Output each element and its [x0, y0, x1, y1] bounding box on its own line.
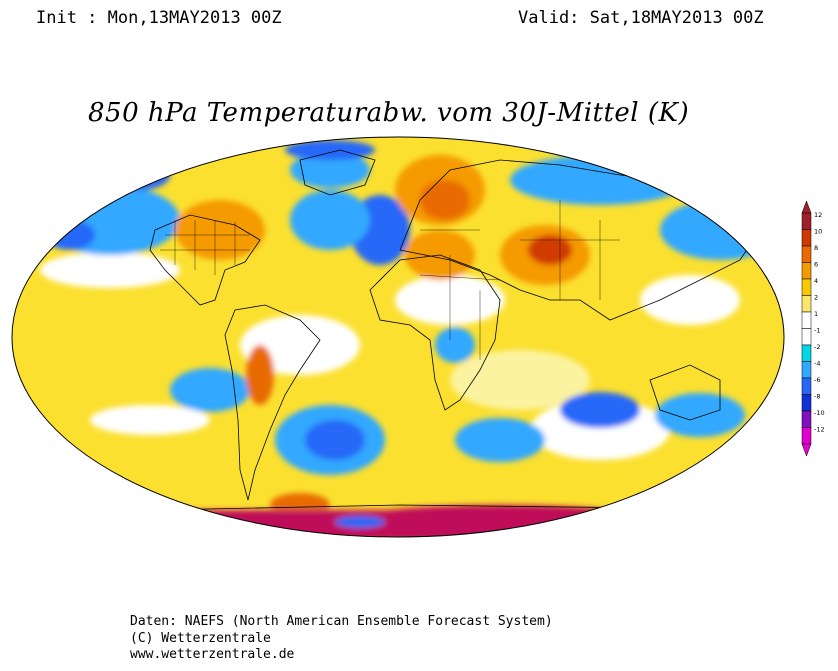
colorbar-box: [801, 295, 812, 313]
colorbar-box: [801, 212, 812, 230]
footer-website: www.wetterzentrale.de: [130, 647, 295, 662]
colorbar-label: -4: [814, 360, 820, 368]
colorbar-label: 10: [814, 228, 822, 236]
colorbar-labels: 12 10 8 6 4 2 1 -1 -2 -4 -6 -8 -10 -12: [814, 211, 825, 434]
colorbar-boxes: [801, 200, 812, 457]
colorbar-box: [801, 229, 812, 247]
colorbar-label: 12: [814, 211, 822, 219]
colorbar-box: [801, 262, 812, 280]
colorbar-top-arrow: [801, 200, 812, 214]
colorbar-label: 8: [814, 244, 818, 252]
globe-outline: [11, 136, 785, 538]
init-time-label: Init : Mon,13MAY2013 00Z: [36, 8, 282, 28]
colorbar-label: -10: [814, 409, 825, 417]
colorbar-label: -1: [814, 327, 820, 335]
map-title: 850 hPa Temperaturabw. vom 30J-Mittel (K…: [88, 98, 690, 128]
valid-time-label: Valid: Sat,18MAY2013 00Z: [518, 8, 764, 28]
footer-data-source: Daten: NAEFS (North American Ensemble Fo…: [130, 614, 553, 629]
colorbar-label: -12: [814, 426, 825, 434]
colorbar-label: 2: [814, 294, 818, 302]
colorbar-label: 1: [814, 310, 818, 318]
colorbar-box: [801, 344, 812, 362]
anomaly-field: [12, 137, 784, 537]
colorbar-box: [801, 328, 812, 346]
colorbar-box: [801, 278, 812, 296]
colorbar-label: -6: [814, 376, 820, 384]
coastlines: [149, 149, 761, 511]
colorbar-box: [801, 410, 812, 428]
borders: [160, 200, 620, 360]
colorbar-box: [801, 377, 812, 395]
colorbar-label: -8: [814, 393, 820, 401]
colorbar-box: [801, 427, 812, 445]
colorbar-box: [801, 245, 812, 263]
colorbar-box: [801, 311, 812, 329]
colorbar-label: 4: [814, 277, 818, 285]
colorbar-bottom-arrow: [801, 443, 812, 457]
colorbar-label: 6: [814, 261, 818, 269]
colorbar-box: [801, 361, 812, 379]
colorbar-box: [801, 394, 812, 412]
colorbar-label: -2: [814, 343, 820, 351]
footer-copyright: (C) Wetterzentrale: [130, 631, 271, 646]
